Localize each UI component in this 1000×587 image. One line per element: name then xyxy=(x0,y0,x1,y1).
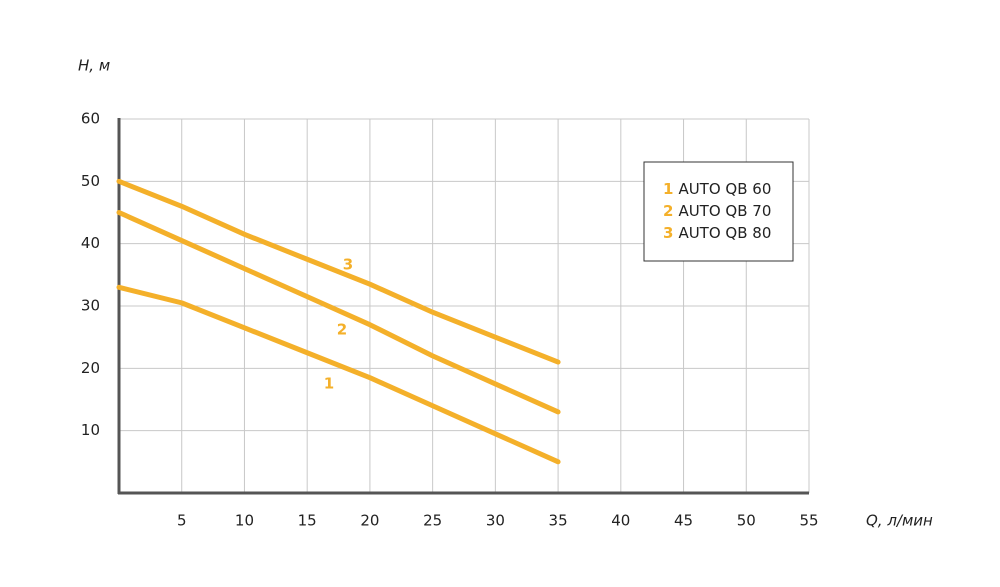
y-tick-label: 20 xyxy=(81,359,100,377)
legend-number: 2 xyxy=(663,202,673,220)
legend-entry: 3 AUTO QB 80 xyxy=(663,224,771,242)
y-tick-label: 10 xyxy=(81,421,100,439)
x-tick-label: 10 xyxy=(235,512,254,530)
legend-entry: 1 AUTO QB 60 xyxy=(663,180,771,198)
series-line xyxy=(116,210,561,415)
legend-entry: 2 AUTO QB 70 xyxy=(663,202,771,220)
y-tick-label: 30 xyxy=(81,297,100,315)
legend-label: AUTO QB 70 xyxy=(678,202,771,220)
x-tick-label: 35 xyxy=(549,512,568,530)
y-tick-label: 60 xyxy=(81,110,100,128)
series-label: 1 xyxy=(324,375,334,393)
x-axis-title: Q, л/мин xyxy=(866,512,933,530)
legend-label: AUTO QB 80 xyxy=(678,224,771,242)
legend-number: 1 xyxy=(663,180,673,198)
x-tick-label: 30 xyxy=(486,512,505,530)
series-line xyxy=(116,178,561,365)
x-tick-label: 40 xyxy=(611,512,630,530)
series-label: 2 xyxy=(337,321,347,339)
x-tick-label: 55 xyxy=(799,512,818,530)
x-tick-label: 20 xyxy=(360,512,379,530)
y-tick-label: 50 xyxy=(81,172,100,190)
legend-box xyxy=(643,161,794,262)
x-tick-label: 25 xyxy=(423,512,442,530)
series-label: 3 xyxy=(343,256,353,274)
x-tick-label: 5 xyxy=(177,512,187,530)
legend-number: 3 xyxy=(663,224,673,242)
y-axis-title: H, м xyxy=(78,57,110,75)
x-tick-label: 45 xyxy=(674,512,693,530)
x-tick-label: 50 xyxy=(737,512,756,530)
y-tick-label: 40 xyxy=(81,234,100,252)
x-tick-label: 15 xyxy=(298,512,317,530)
series-line xyxy=(116,284,561,465)
legend-label: AUTO QB 60 xyxy=(678,180,771,198)
